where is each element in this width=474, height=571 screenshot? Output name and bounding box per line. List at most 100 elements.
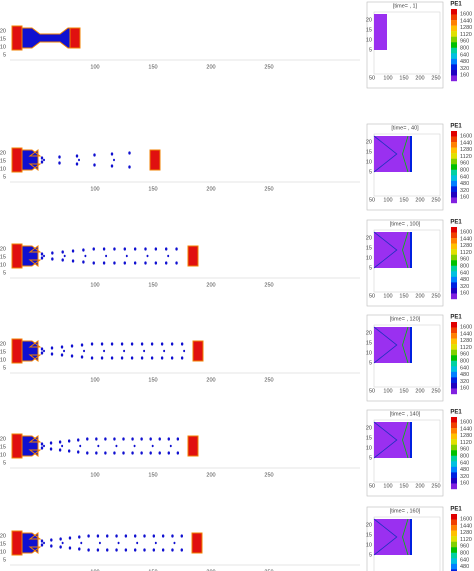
colorbar-tick-label: 640 [460,270,469,276]
particle [120,342,124,346]
particle [82,248,85,252]
particle [110,164,114,168]
colorbar-tick-label: 480 [460,181,469,187]
colorbar-segment [451,47,457,54]
colorbar-tick-label: 480 [460,372,469,378]
colorbar-segment [451,428,457,434]
field [374,136,412,172]
y-tick-label: 20 [366,522,372,528]
channel [21,245,42,267]
y-tick-label: 15 [366,27,372,33]
colorbar-segment [451,271,457,278]
particle [113,247,116,251]
y-tick-label: 15 [0,349,6,355]
x-tick-label: 150 [399,197,408,203]
particle [113,261,116,265]
y-tick-label: 20 [0,28,6,34]
x-tick-label: 100 [90,282,99,288]
wall [11,25,23,51]
particle [102,247,106,251]
particle [77,450,80,454]
colorbar-tick-label: 1440 [460,331,472,337]
particle [136,541,139,545]
x-tick-label: 150 [148,472,157,478]
particle [63,254,66,258]
particle [96,548,100,552]
particle [158,451,161,455]
panel-title: [time= , 140] [390,411,421,417]
y-tick-label: 20 [366,235,372,241]
contour [373,231,398,269]
particle [90,342,94,346]
x-tick-label: 100 [90,377,99,383]
particle [158,437,161,441]
particle [146,254,149,258]
colorbar-segment [451,338,457,345]
colorbar-tick-label: 960 [460,257,469,263]
x-tick-label: 100 [90,472,99,478]
colorbar-segment [451,276,457,283]
particle [133,548,137,552]
colorbar-segment [451,417,457,423]
particle [58,161,61,165]
x-tick-label: 200 [415,293,424,299]
panel-title: [time= , 160] [390,508,421,514]
colorbar-segment [451,31,457,37]
field [374,519,412,555]
colorbar-segment [451,322,457,328]
contour [373,518,398,556]
colorbar-segment [451,349,457,356]
particle [40,252,44,256]
particle [43,254,45,258]
particle [61,250,64,254]
colorbar-segment [451,153,457,159]
y-tick-label: 10 [366,350,372,356]
particle [160,356,164,360]
y-tick-label: 15 [0,36,6,42]
x-tick-label: 250 [431,388,440,394]
colorbar-tick-label: 320 [460,474,469,480]
particle [50,352,54,356]
particle [140,342,144,346]
particle [149,437,152,441]
field [374,422,412,458]
particle [75,154,79,158]
colorbar-segment [451,525,457,531]
particle [82,260,85,264]
colorbar-tick-label: 480 [460,564,469,570]
y-tick-label: 15 [0,444,6,450]
particle [113,437,116,441]
x-tick-label: 150 [399,388,408,394]
particle [123,261,127,265]
colorbar-segment [451,169,457,176]
x-tick-label: 200 [206,282,215,288]
colorbar-segment [451,9,457,15]
colorbar-segment [451,164,457,170]
colorbar-tick-label: 1600 [460,11,472,17]
colorbar-segment [451,142,457,148]
panel-title: [time= , 100] [390,221,421,227]
particle [80,343,84,347]
particle [175,261,178,265]
particle [67,449,71,453]
particle [170,342,174,346]
particle [102,261,106,265]
particle [149,451,152,455]
particle [43,349,45,353]
colorbar-segment [451,360,457,367]
colorbar-tick-label: 960 [460,161,469,167]
particle [115,548,118,552]
particle [61,444,64,448]
particle [128,151,131,155]
colorbar-segment [451,53,457,60]
colorbar-tick-label: 160 [460,73,469,79]
x-tick-label: 150 [148,64,157,70]
particle [161,548,165,552]
particle [71,259,75,263]
particle [59,537,62,541]
particle [115,444,118,448]
particle [165,261,168,265]
particle [50,544,53,548]
particle [130,342,134,346]
y-tick-label: 5 [3,174,6,180]
